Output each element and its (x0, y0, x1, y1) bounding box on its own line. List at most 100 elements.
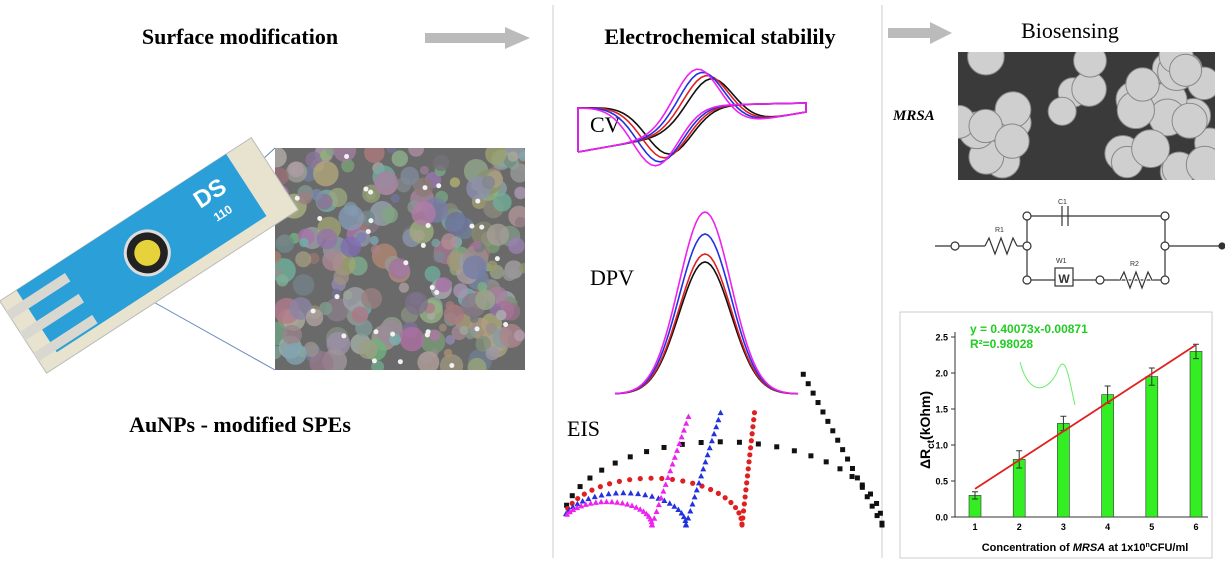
eis-point (711, 431, 717, 437)
grain (269, 251, 281, 263)
nanoparticle (436, 183, 441, 188)
y-tick-label: 0.5 (935, 477, 948, 487)
eis-point (880, 523, 885, 528)
grain (311, 189, 323, 201)
grain (445, 335, 455, 345)
eis-point (599, 468, 604, 473)
eis-point (748, 445, 753, 450)
eis-point (750, 424, 755, 429)
eis-point (811, 391, 816, 396)
eis-point (629, 503, 635, 509)
eis-point (743, 487, 748, 492)
grain (519, 151, 529, 161)
nanoparticle (495, 256, 500, 261)
grain (477, 282, 487, 292)
eis-point (740, 515, 745, 520)
annotation: y = 0.40073x-0.00871 (970, 322, 1088, 336)
eis-point (733, 505, 738, 510)
grain (436, 277, 451, 292)
grain (475, 290, 495, 310)
sample-label: MRSA (892, 108, 935, 124)
nanoparticle (449, 363, 454, 368)
eis-point (700, 466, 706, 472)
eis-point (674, 447, 680, 453)
nanoparticle (311, 309, 316, 314)
dpv-curve (615, 254, 798, 394)
grain (444, 349, 452, 357)
eis-point (648, 476, 653, 481)
x-label-part: CFU/ml (1150, 542, 1189, 554)
eis-point (850, 474, 855, 479)
nanoparticle (475, 326, 480, 331)
eis-point (792, 448, 797, 453)
y-axis-label: ΔRct(kOhm) (917, 391, 937, 469)
y-tick-label: 2.5 (935, 333, 948, 343)
x-label-part: MRSA (1073, 542, 1105, 554)
eis-point (752, 410, 757, 415)
grain (313, 161, 339, 187)
eis-point (840, 447, 845, 452)
eis-point (742, 501, 747, 506)
eis-point (580, 498, 586, 504)
nanoparticle (434, 290, 439, 295)
grain (468, 358, 487, 377)
grain (508, 151, 518, 161)
circuit-label: R2 (1130, 261, 1139, 268)
bacterium (1074, 44, 1107, 77)
eis-point (825, 419, 830, 424)
bacterium (1126, 68, 1159, 101)
eis-point (806, 381, 811, 386)
bacterium (1186, 146, 1223, 183)
eis-point (681, 427, 687, 433)
eis-point (774, 444, 779, 449)
eis-point (654, 508, 660, 514)
eis-point (855, 475, 860, 480)
circuit-element: W (1058, 272, 1070, 286)
grain (299, 238, 308, 247)
grain (317, 229, 338, 250)
grain (496, 310, 506, 320)
circuit-label: R1 (995, 227, 1004, 234)
eis-point (874, 501, 879, 506)
bacterium (1048, 97, 1076, 125)
nanoparticle (469, 224, 474, 229)
nanoparticle (368, 190, 373, 195)
annotation-arrow (1020, 362, 1075, 405)
bar (1146, 377, 1158, 517)
eis-point (737, 440, 742, 445)
eis-point (659, 476, 664, 481)
x-tick-label: 6 (1193, 522, 1198, 532)
eis-point (570, 493, 575, 498)
grain (356, 232, 367, 243)
circuit-label: W1 (1056, 258, 1067, 265)
eis-point (801, 372, 806, 377)
eis-point (687, 508, 693, 514)
eis-point (619, 500, 625, 506)
grain (293, 274, 314, 295)
nanoparticle (344, 154, 349, 159)
nanoparticle (503, 322, 508, 327)
eis-point (604, 499, 610, 505)
eis-point (680, 478, 685, 483)
grain (429, 330, 440, 341)
nanoparticle (366, 229, 371, 234)
plot-label: DPV (590, 265, 634, 290)
eis-point (743, 494, 748, 499)
grain (364, 143, 384, 163)
eis-point (870, 504, 875, 509)
nanoparticle (425, 332, 430, 337)
eis-point (709, 438, 715, 444)
grain (450, 177, 460, 187)
trend-line (975, 345, 1196, 489)
grain (374, 171, 398, 195)
grain (510, 163, 529, 182)
nanoparticle (368, 218, 373, 223)
panel-title: Electrochemical stabilily (604, 24, 835, 49)
grain (282, 325, 302, 345)
grain (266, 147, 286, 167)
x-label-part: Concentration of (982, 542, 1073, 554)
eis-point (656, 502, 662, 508)
eis-point (606, 491, 612, 497)
grain (417, 351, 439, 373)
x-tick-label: 1 (972, 522, 977, 532)
